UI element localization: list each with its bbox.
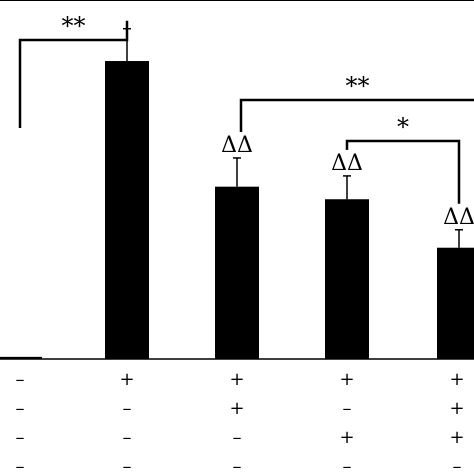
significance-layer: ***** [18, 12, 474, 204]
condition-sign-r1-c4: + [339, 369, 354, 390]
bar-3 [215, 186, 259, 359]
bar-2 [105, 61, 149, 359]
bar-5 [437, 247, 474, 359]
condition-sign-r1-c2: + [119, 369, 134, 390]
condition-sign-r3-c5: + [449, 427, 464, 448]
significance-bracket-1 [18, 20, 129, 128]
condition-sign-r1-c3: + [229, 369, 244, 390]
condition-sign-r2-c1: – [16, 398, 25, 419]
condition-sign-r4-c1: – [16, 456, 25, 474]
significance-label-1: ** [62, 12, 86, 40]
condition-sign-r4-c3: – [233, 456, 242, 474]
delta-annotation-3: ΔΔ [221, 133, 253, 158]
condition-sign-r3-c4: + [339, 427, 354, 448]
condition-sign-r1-c5: + [449, 369, 464, 390]
bars-layer: ΔΔ ΔΔ ΔΔ [0, 27, 474, 359]
delta-annotation-4: ΔΔ [331, 151, 363, 176]
condition-rows-layer: – + + + + – – + – + – – – + + – – – – – [16, 369, 465, 474]
condition-sign-r4-c4: – [343, 456, 352, 474]
condition-sign-r1-c1: – [16, 369, 25, 390]
significance-bracket-3 [345, 139, 461, 204]
significance-bracket-2 [239, 98, 474, 132]
condition-sign-r2-c2: – [123, 398, 132, 419]
condition-sign-r3-c3: – [233, 427, 242, 448]
condition-sign-r2-c5: + [449, 398, 464, 419]
bar-1 [0, 356, 42, 359]
condition-sign-r4-c2: – [123, 456, 132, 474]
significance-label-2: ** [346, 72, 370, 100]
condition-sign-r4-c5: – [453, 456, 462, 474]
condition-sign-r2-c3: + [229, 398, 244, 419]
condition-sign-r3-c2: – [123, 427, 132, 448]
bar-4 [325, 199, 369, 359]
significance-label-3: * [397, 113, 409, 141]
condition-sign-r2-c4: – [343, 398, 352, 419]
condition-sign-r3-c1: – [16, 427, 25, 448]
delta-annotation-5: ΔΔ [443, 205, 474, 230]
